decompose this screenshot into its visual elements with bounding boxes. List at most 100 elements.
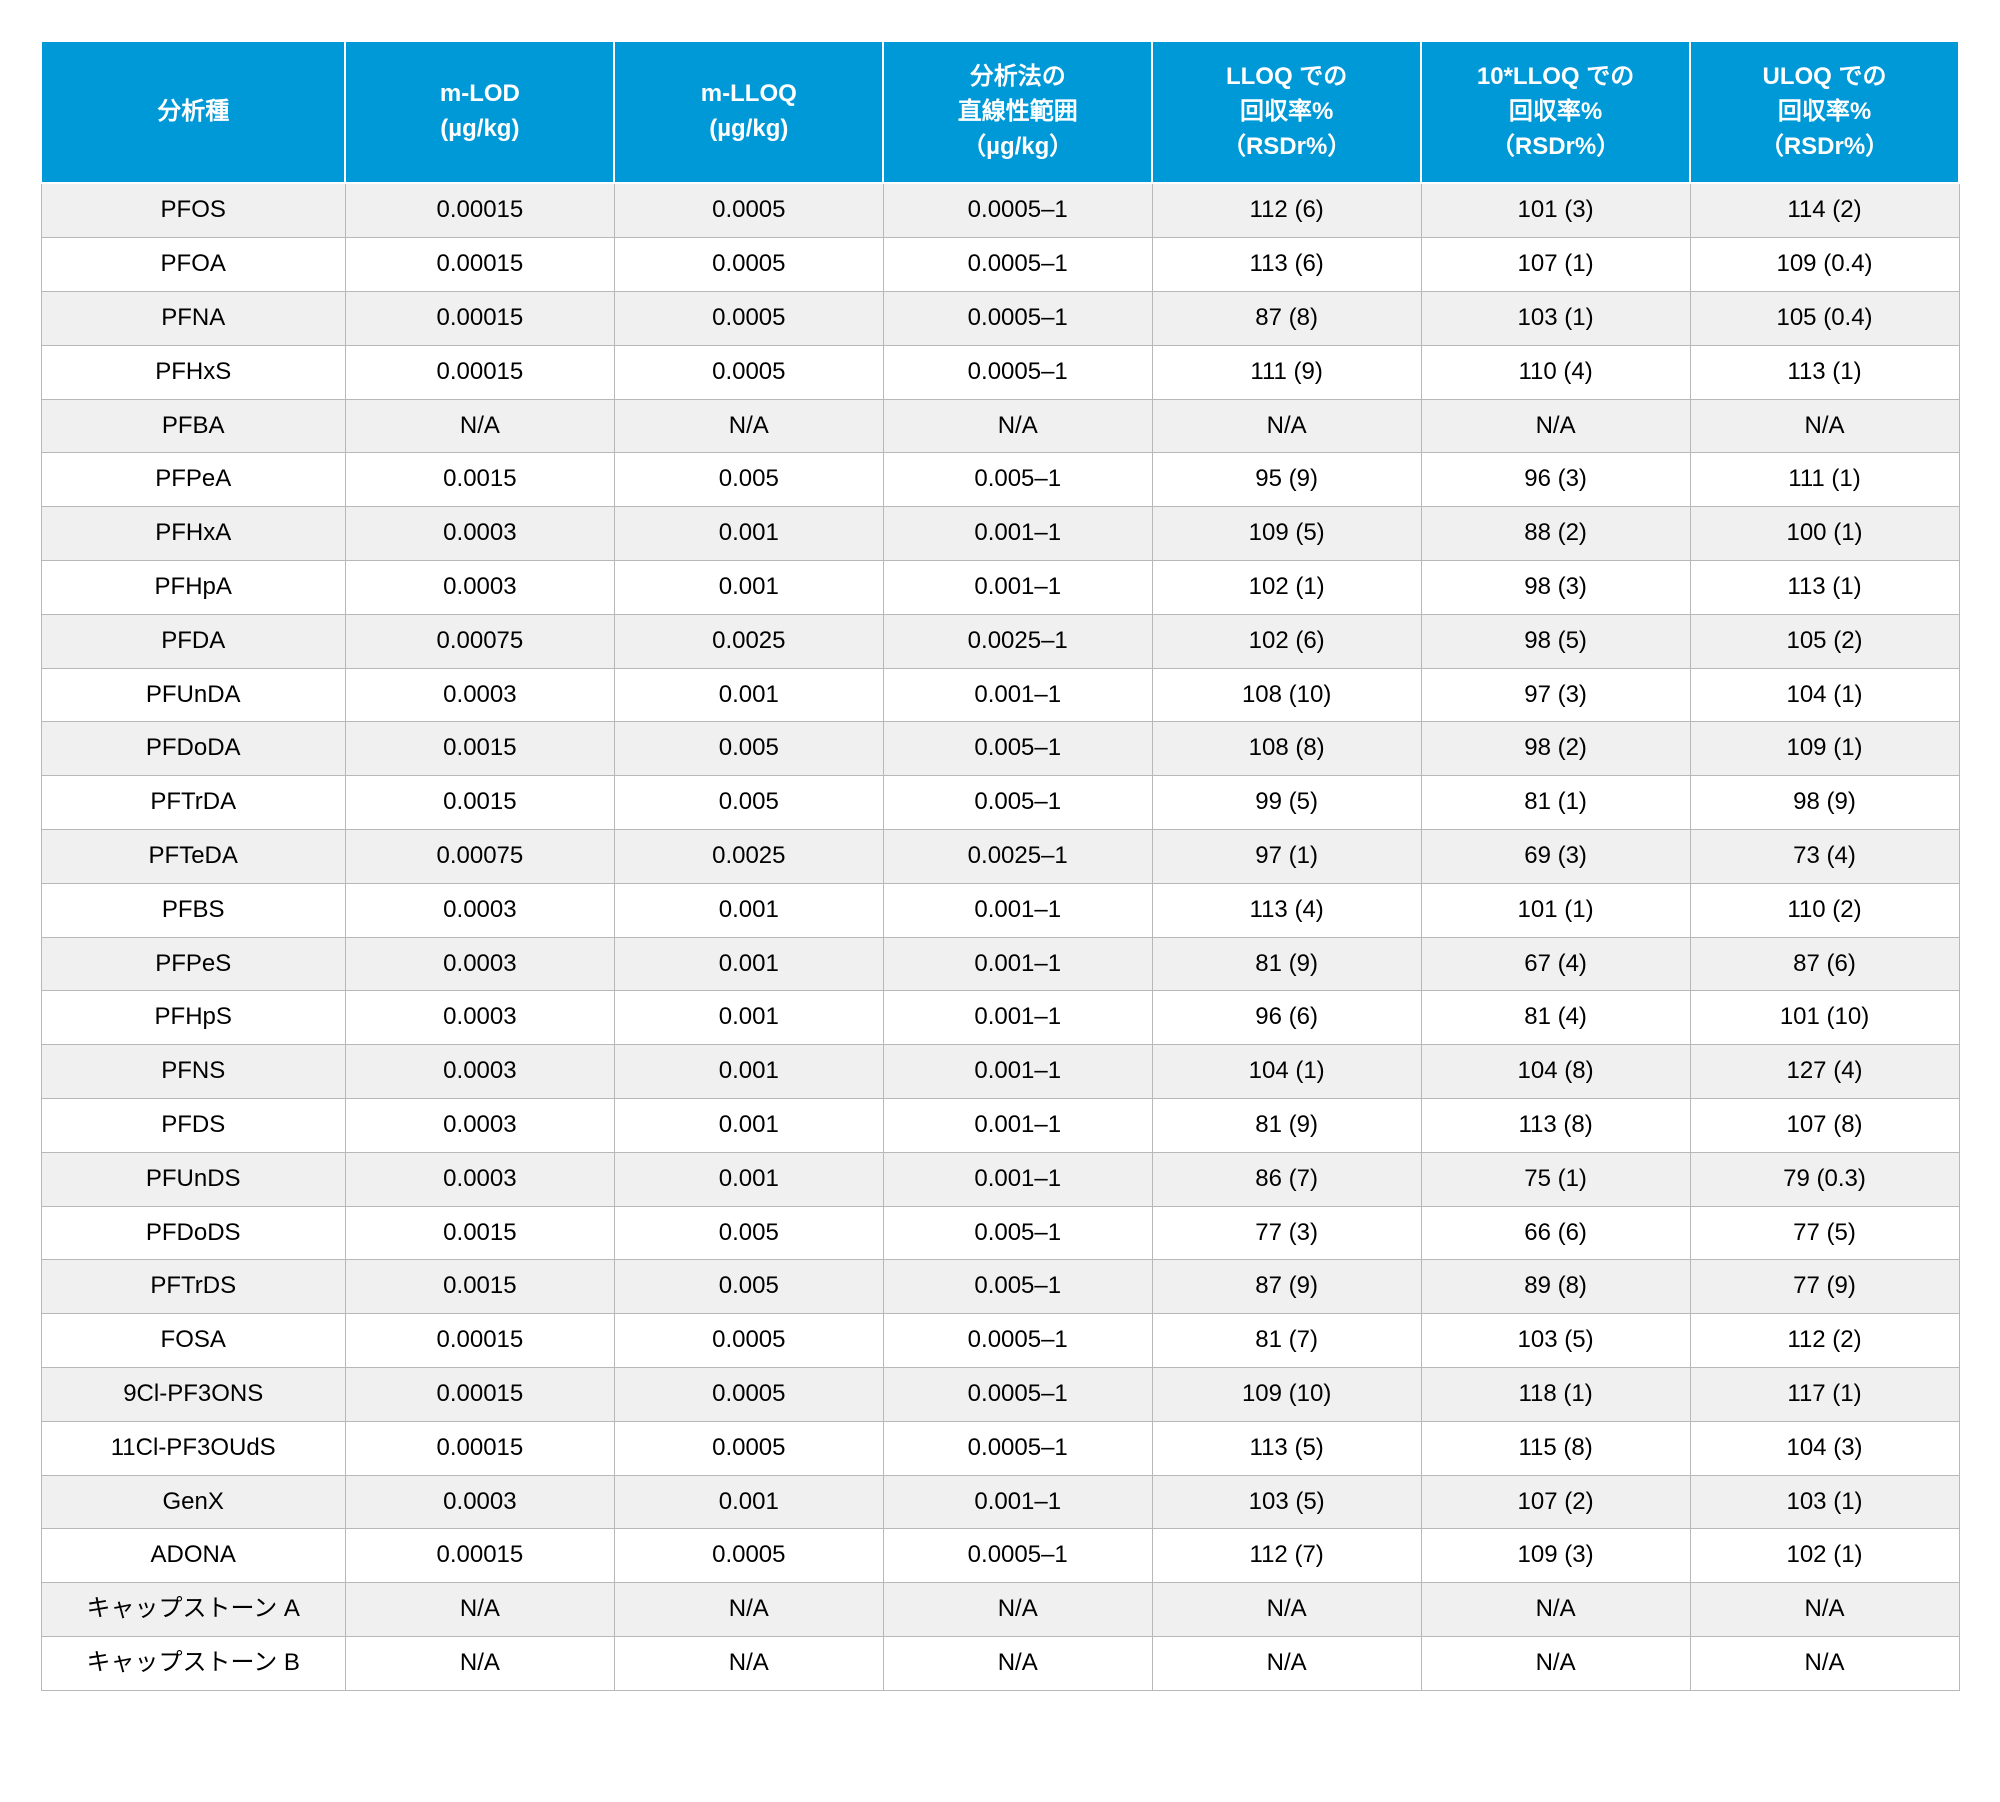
cell-value: 109 (3) (1421, 1529, 1690, 1583)
cell-value: N/A (345, 1636, 614, 1690)
table-row: 9Cl-PF3ONS0.000150.00050.0005–1109 (10)1… (41, 1367, 1959, 1421)
cell-value: N/A (345, 399, 614, 453)
table-header: 分析種 m-LOD(µg/kg) m-LLOQ(µg/kg) 分析法の直線性範囲… (41, 41, 1959, 183)
cell-value: 0.00015 (345, 1367, 614, 1421)
cell-value: 0.0005 (614, 238, 883, 292)
cell-value: 0.0005 (614, 1421, 883, 1475)
table-body: PFOS0.000150.00050.0005–1112 (6)101 (3)1… (41, 183, 1959, 1690)
cell-analyte: キャップストーン B (41, 1636, 345, 1690)
cell-value: N/A (345, 1583, 614, 1637)
cell-value: 73 (4) (1690, 829, 1959, 883)
cell-value: 0.00015 (345, 183, 614, 237)
cell-value: 107 (1) (1421, 238, 1690, 292)
table-row: PFUnDS0.00030.0010.001–186 (7)75 (1)79 (… (41, 1152, 1959, 1206)
cell-value: 0.001–1 (883, 1098, 1152, 1152)
cell-value: 0.0003 (345, 668, 614, 722)
table-row: PFHpA0.00030.0010.001–1102 (1)98 (3)113 … (41, 560, 1959, 614)
cell-value: N/A (1152, 399, 1421, 453)
cell-value: 97 (1) (1152, 829, 1421, 883)
cell-analyte: PFTrDA (41, 776, 345, 830)
cell-value: N/A (1690, 1583, 1959, 1637)
cell-value: 0.005–1 (883, 722, 1152, 776)
cell-value: 98 (9) (1690, 776, 1959, 830)
cell-value: 0.0003 (345, 1475, 614, 1529)
col-header-mlod: m-LOD(µg/kg) (345, 41, 614, 183)
table-row: PFPeS0.00030.0010.001–181 (9)67 (4)87 (6… (41, 937, 1959, 991)
cell-value: 81 (9) (1152, 937, 1421, 991)
table-row: PFPeA0.00150.0050.005–195 (9)96 (3)111 (… (41, 453, 1959, 507)
cell-value: 0.0005–1 (883, 1314, 1152, 1368)
table-row: PFDoDA0.00150.0050.005–1108 (8)98 (2)109… (41, 722, 1959, 776)
col-header-uloq-rec: ULOQ での回収率%（RSDr%） (1690, 41, 1959, 183)
table-row: PFOA0.000150.00050.0005–1113 (6)107 (1)1… (41, 238, 1959, 292)
table-row: PFDA0.000750.00250.0025–1102 (6)98 (5)10… (41, 614, 1959, 668)
cell-value: 0.0003 (345, 883, 614, 937)
cell-analyte: PFOS (41, 183, 345, 237)
cell-value: 0.0003 (345, 991, 614, 1045)
cell-value: 109 (10) (1152, 1367, 1421, 1421)
cell-value: 0.005 (614, 1206, 883, 1260)
cell-analyte: PFBS (41, 883, 345, 937)
cell-analyte: PFOA (41, 238, 345, 292)
cell-value: 0.001–1 (883, 668, 1152, 722)
cell-value: N/A (883, 399, 1152, 453)
cell-value: 0.0003 (345, 560, 614, 614)
cell-value: 113 (4) (1152, 883, 1421, 937)
table-row: PFHpS0.00030.0010.001–196 (6)81 (4)101 (… (41, 991, 1959, 1045)
cell-value: 96 (6) (1152, 991, 1421, 1045)
cell-value: 0.0015 (345, 1206, 614, 1260)
cell-value: N/A (1421, 399, 1690, 453)
cell-value: 104 (3) (1690, 1421, 1959, 1475)
table-row: PFUnDA0.00030.0010.001–1108 (10)97 (3)10… (41, 668, 1959, 722)
cell-value: 0.005 (614, 776, 883, 830)
table-header-row: 分析種 m-LOD(µg/kg) m-LLOQ(µg/kg) 分析法の直線性範囲… (41, 41, 1959, 183)
cell-analyte: PFHxS (41, 345, 345, 399)
cell-value: N/A (1690, 399, 1959, 453)
cell-value: 0.001 (614, 1475, 883, 1529)
cell-value: 86 (7) (1152, 1152, 1421, 1206)
cell-value: 0.00015 (345, 1314, 614, 1368)
cell-value: N/A (883, 1583, 1152, 1637)
cell-value: 0.0005–1 (883, 291, 1152, 345)
cell-value: 77 (5) (1690, 1206, 1959, 1260)
cell-value: 109 (5) (1152, 507, 1421, 561)
cell-value: 112 (7) (1152, 1529, 1421, 1583)
cell-value: 0.0015 (345, 776, 614, 830)
cell-value: N/A (883, 1636, 1152, 1690)
cell-value: 104 (1) (1152, 1045, 1421, 1099)
cell-value: 87 (6) (1690, 937, 1959, 991)
cell-value: 97 (3) (1421, 668, 1690, 722)
cell-analyte: PFHpS (41, 991, 345, 1045)
cell-value: 0.0005–1 (883, 1367, 1152, 1421)
cell-value: 98 (2) (1421, 722, 1690, 776)
cell-value: 0.0005–1 (883, 1529, 1152, 1583)
cell-value: 110 (4) (1421, 345, 1690, 399)
cell-value: N/A (1690, 1636, 1959, 1690)
col-header-10lloq-rec: 10*LLOQ での回収率%（RSDr%） (1421, 41, 1690, 183)
cell-value: 88 (2) (1421, 507, 1690, 561)
cell-value: 0.001–1 (883, 507, 1152, 561)
cell-value: 118 (1) (1421, 1367, 1690, 1421)
table-row: GenX0.00030.0010.001–1103 (5)107 (2)103 … (41, 1475, 1959, 1529)
cell-value: 112 (6) (1152, 183, 1421, 237)
cell-value: 0.001–1 (883, 1475, 1152, 1529)
cell-analyte: PFPeA (41, 453, 345, 507)
cell-value: 102 (1) (1690, 1529, 1959, 1583)
cell-value: 81 (9) (1152, 1098, 1421, 1152)
cell-value: N/A (1421, 1636, 1690, 1690)
table-row: キャップストーン BN/AN/AN/AN/AN/AN/A (41, 1636, 1959, 1690)
cell-value: 104 (1) (1690, 668, 1959, 722)
cell-value: 102 (6) (1152, 614, 1421, 668)
table-row: PFOS0.000150.00050.0005–1112 (6)101 (3)1… (41, 183, 1959, 237)
cell-analyte: 11Cl-PF3OUdS (41, 1421, 345, 1475)
cell-value: 81 (1) (1421, 776, 1690, 830)
cell-analyte: PFDoDA (41, 722, 345, 776)
cell-value: 127 (4) (1690, 1045, 1959, 1099)
cell-analyte: 9Cl-PF3ONS (41, 1367, 345, 1421)
cell-value: 0.0025–1 (883, 614, 1152, 668)
cell-analyte: GenX (41, 1475, 345, 1529)
cell-value: N/A (614, 1583, 883, 1637)
cell-value: 101 (1) (1421, 883, 1690, 937)
cell-value: 87 (8) (1152, 291, 1421, 345)
cell-value: 0.001–1 (883, 937, 1152, 991)
